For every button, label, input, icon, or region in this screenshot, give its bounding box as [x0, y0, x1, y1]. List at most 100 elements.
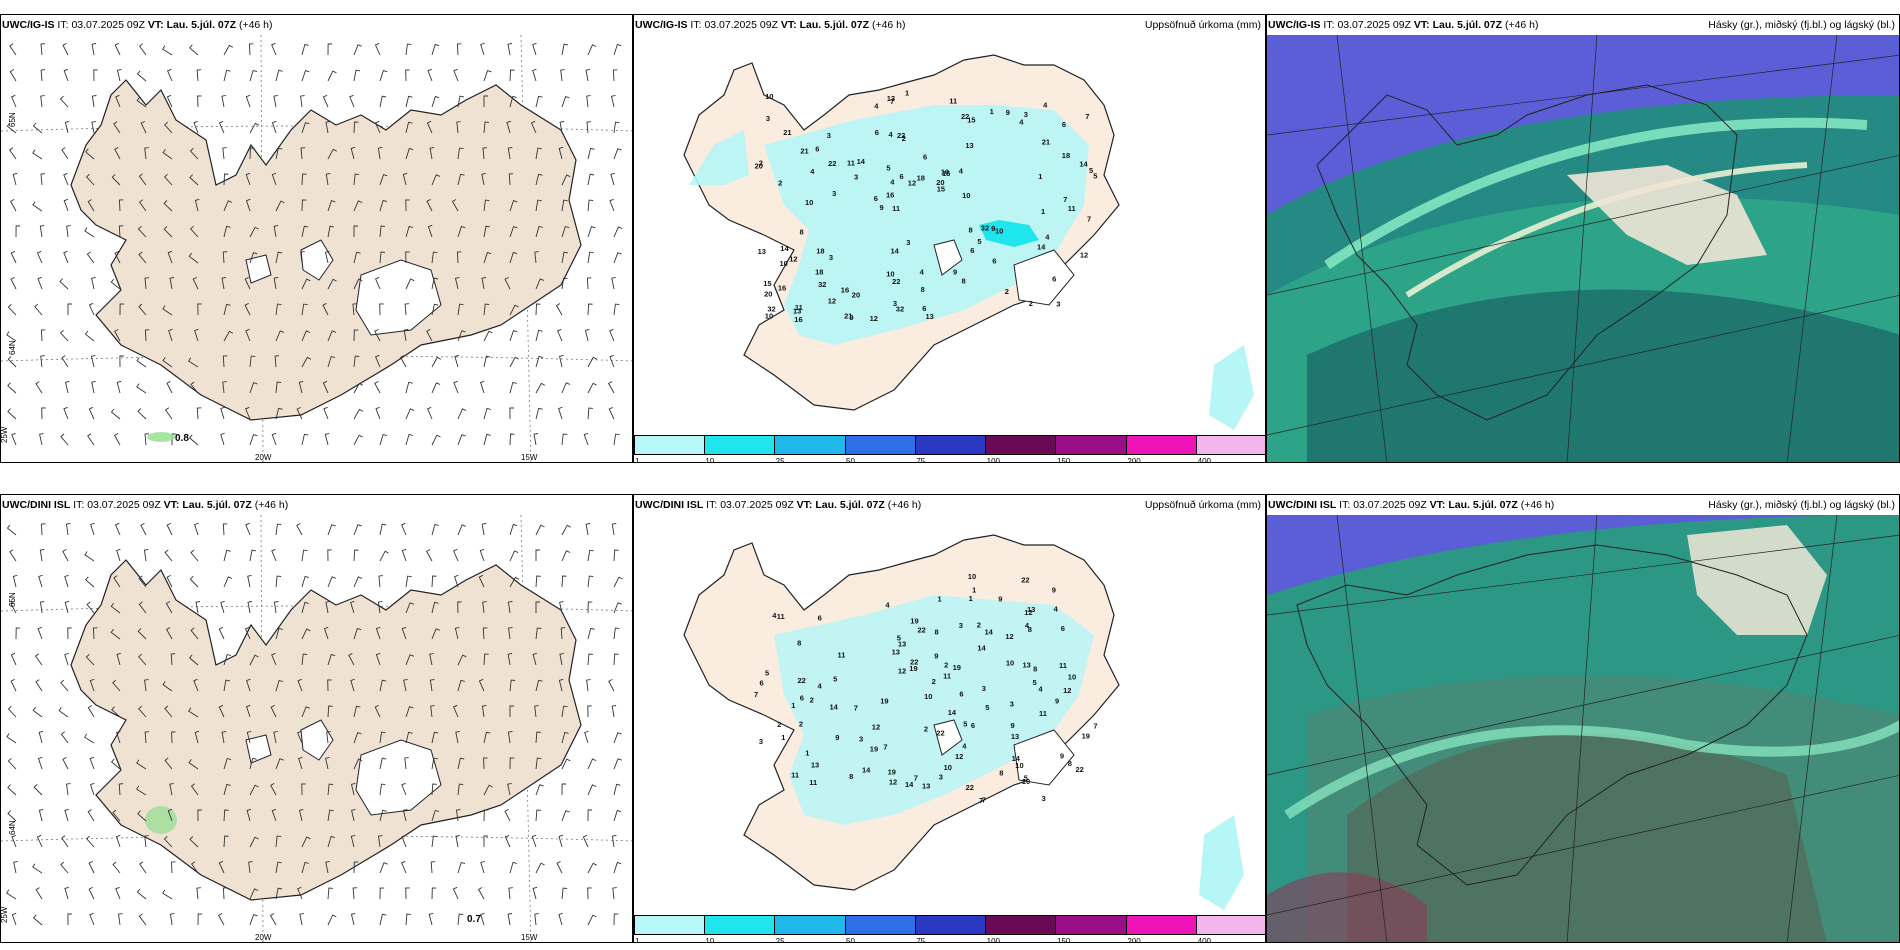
panel-header: UWC/IG-IS IT: 03.07.2025 09Z VT: Lau. 5.… [635, 19, 906, 31]
wind-barb [110, 628, 121, 640]
wind-barb [586, 679, 591, 692]
wind-barb [375, 276, 381, 290]
precip-value: 3 [939, 772, 943, 781]
wind-barb [169, 782, 174, 796]
wind-barb [431, 356, 442, 368]
wind-barb [110, 758, 121, 770]
wind-barb [535, 303, 541, 316]
wind-barb [92, 627, 98, 640]
precip-value: 11 [809, 778, 817, 787]
wind-barb [194, 198, 200, 212]
wind-barb [113, 575, 121, 588]
precip-value: 4 [1054, 605, 1059, 614]
wind-barb [301, 122, 310, 134]
precip-value: 9 [849, 313, 853, 322]
wind-barb [585, 523, 591, 536]
precip-value: 5 [833, 675, 837, 684]
wind-barb [112, 809, 121, 822]
precip-value: 3 [854, 172, 858, 181]
wind-barb [327, 355, 336, 368]
precip-value: 14 [948, 708, 957, 717]
wind-barb [63, 406, 69, 420]
wind-barb [405, 43, 412, 56]
wind-barb [507, 731, 513, 744]
wind-barb [162, 45, 173, 56]
wind-barb [197, 95, 202, 108]
wind-barb [613, 121, 620, 134]
wind-barb [374, 329, 381, 342]
wind-barb [60, 679, 69, 692]
wind-barb [116, 380, 122, 394]
wind-barb [454, 276, 460, 290]
wind-barb [271, 172, 277, 186]
wind-barb [6, 524, 17, 536]
precip-value: 12 [1024, 608, 1032, 617]
wind-barb [218, 626, 225, 640]
wind-barb [559, 600, 564, 614]
wind-barb [613, 226, 623, 238]
precip-value: 10 [886, 269, 894, 278]
precip-value: 3 [893, 299, 897, 308]
colorbar-swatch [915, 916, 987, 934]
wind-barb [457, 173, 465, 186]
wind-barb [350, 834, 356, 848]
wind-barb [405, 706, 414, 718]
lon-label: 25W [1, 426, 9, 443]
wind-barb [401, 522, 407, 536]
wind-barb [561, 810, 570, 822]
wind-barb [353, 278, 363, 290]
wind-barb [273, 277, 279, 290]
wind-barb [587, 601, 593, 614]
wind-barb [188, 759, 199, 770]
precip-title: Uppsöfnuð úrkoma (mm) [1144, 19, 1261, 31]
wind-barb [62, 549, 69, 562]
wind-barb [188, 434, 199, 446]
precip-value: 18 [816, 247, 824, 256]
wind-barb [86, 601, 95, 614]
precip-value: 13 [926, 312, 934, 321]
wind-barb [561, 524, 571, 536]
wind-barb [137, 408, 147, 420]
precip-value: 11 [847, 159, 855, 168]
wind-barb [32, 149, 43, 160]
precip-value: 10 [962, 191, 970, 200]
wind-barb [222, 523, 228, 536]
wind-barb [58, 707, 69, 718]
wind-barb [34, 653, 43, 666]
wind-barb [587, 199, 594, 212]
wind-barb [327, 200, 336, 212]
wind-barb [323, 626, 329, 640]
wind-barb [249, 836, 259, 848]
wind-barb [561, 731, 569, 744]
wind-barb [509, 226, 518, 238]
wind-barb [587, 862, 597, 874]
wind-barb [301, 783, 306, 796]
wind-barb [431, 523, 439, 536]
wind-barb [327, 576, 336, 588]
wind-barb [403, 678, 408, 692]
wind-barb [431, 887, 437, 900]
wind-barb [457, 861, 466, 874]
wind-barbs [6, 42, 623, 446]
wind-barb [136, 888, 147, 900]
lead-time: (+46 h) [887, 499, 922, 511]
wind-barb [326, 731, 331, 744]
wind-barb [59, 95, 69, 108]
precip-value: 11 [791, 770, 799, 779]
precip-value: 18 [815, 268, 823, 277]
wind-barb [64, 380, 70, 394]
wind-barb [483, 433, 491, 446]
wind-barb [535, 95, 543, 108]
wind-barb [301, 601, 309, 614]
wind-barb [246, 704, 251, 718]
wind-barb [425, 549, 433, 562]
wind-barb [453, 704, 459, 718]
wind-barb [613, 809, 622, 822]
wind-barb [218, 120, 225, 134]
precip-value: 22 [1021, 576, 1029, 585]
colorbar-label: 10 [705, 937, 715, 943]
precip-value: 4 [772, 611, 777, 620]
wind-barb [587, 887, 592, 900]
wind-barb [246, 808, 252, 822]
wind-barb [401, 548, 407, 562]
